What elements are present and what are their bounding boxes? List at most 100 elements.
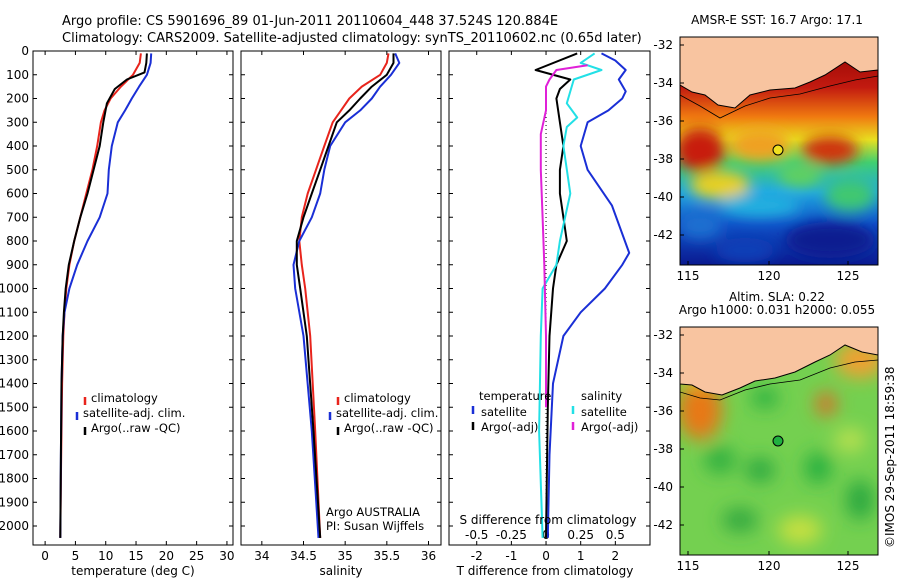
sla-isobath <box>680 359 878 401</box>
difference-xlabel-top: S difference from climatology <box>460 513 637 527</box>
header-line-2: Climatology: CARS2009. Satellite-adjuste… <box>62 31 642 46</box>
lat-tick-label: -38 <box>653 442 673 456</box>
y-tick-label: 1000 <box>0 282 29 296</box>
y-tick-label: 200 <box>6 92 29 106</box>
y-tick-label: 500 <box>6 163 29 177</box>
y-tick-label: 0 <box>21 44 29 58</box>
x-tick-label: 20 <box>159 549 174 563</box>
sla-map-frame <box>679 326 879 556</box>
s-tick-label: 0.5 <box>606 528 625 542</box>
temperature-legend: climatology satellite-adj. clim. Argo(..… <box>75 391 185 435</box>
lat-tick-label: -36 <box>653 404 673 418</box>
legend-argo: Argo(..raw -QC) <box>344 421 434 435</box>
salinity-panel-frame <box>240 50 442 546</box>
difference-panel-frame <box>448 50 651 546</box>
legend-satellite: satellite-adj. clim. <box>83 406 185 420</box>
y-tick-label: 1400 <box>0 377 29 391</box>
difference-plot: -2 -1 0 1 2-0.5 -0.25 0 0.25 0.5 <box>449 50 650 563</box>
sla-argo-position <box>772 435 784 447</box>
series-t-argo <box>534 52 578 538</box>
sla-coastline <box>680 327 878 396</box>
lat-tick-label: -40 <box>653 480 673 494</box>
sst-map-axes: -32 -34 -36 -38 -40 -42 115 120 125 <box>653 38 859 283</box>
legend-satellite: satellite-adj. clim. <box>336 406 438 420</box>
series-climatology <box>298 53 390 538</box>
series-climatology <box>59 53 142 538</box>
y-tick-label: 1700 <box>0 448 29 462</box>
difference-legend: temperature salinity satellite Argo(-adj… <box>471 389 638 434</box>
salinity-xlabel: salinity <box>319 564 362 578</box>
y-tick-label: 400 <box>6 139 29 153</box>
legend-climatology: climatology <box>91 391 158 405</box>
sst-argo-position <box>772 144 784 156</box>
depth-axis-tick-labels: 0 100 200 300 400 500 600 700 800 900 1000 1100 1200… <box>0 44 29 533</box>
s-tick-label: 0.25 <box>567 528 594 542</box>
sst-map-title: AMSR-E SST: 16.7 Argo: 17.1 <box>691 13 863 27</box>
legend-argo: Argo(..raw -QC) <box>91 421 181 435</box>
temperature-plot: 0 5 10 15 20 25 30 <box>33 50 235 563</box>
legend-t-argo: Argo(-adj) <box>481 420 538 434</box>
x-tick-label: 30 <box>219 549 234 563</box>
y-tick-label: 300 <box>6 115 29 129</box>
lon-tick-label: 115 <box>677 269 700 283</box>
annotation-pi: PI: Susan Wijffels <box>326 519 424 533</box>
lat-tick-label: -42 <box>653 518 673 532</box>
y-tick-label: 1500 <box>0 400 29 414</box>
lat-tick-label: -38 <box>653 152 673 166</box>
sla-map-title-2: Argo h1000: 0.031 h2000: 0.055 <box>679 303 875 317</box>
y-tick-label: 1300 <box>0 353 29 367</box>
annotation-argo-australia: Argo AUSTRALIA <box>326 505 420 519</box>
x-tick-label: 5 <box>72 549 80 563</box>
legend-t-satellite: satellite <box>481 405 527 419</box>
temperature-panel-frame <box>32 50 234 546</box>
y-tick-label: 1100 <box>0 305 29 319</box>
lon-tick-label: 115 <box>677 559 700 573</box>
y-tick-label: 1200 <box>0 329 29 343</box>
x-tick-label: -2 <box>471 549 483 563</box>
salinity-legend: climatology satellite-adj. clim. Argo(..… <box>326 391 438 533</box>
x-tick-label: 35.5 <box>373 549 400 563</box>
x-tick-label: 34.5 <box>290 549 317 563</box>
lat-tick-label: -32 <box>653 328 673 342</box>
x-tick-label: 15 <box>128 549 143 563</box>
sst-map <box>680 37 878 265</box>
legend-title-salinity: salinity <box>581 389 622 403</box>
salinity-plot: 34 34.5 35 35.5 36 <box>241 50 441 563</box>
temperature-xlabel: temperature (deg C) <box>71 564 194 578</box>
x-tick-label: 25 <box>189 549 204 563</box>
x-tick-label: 1 <box>577 549 585 563</box>
y-tick-label: 100 <box>6 68 29 82</box>
legend-title-temperature: temperature <box>479 389 551 403</box>
lat-tick-label: -36 <box>653 114 673 128</box>
lon-tick-label: 125 <box>837 559 860 573</box>
s-tick-label: -0.5 <box>465 528 488 542</box>
lat-tick-label: -40 <box>653 190 673 204</box>
y-tick-label: 700 <box>6 210 29 224</box>
lon-tick-label: 120 <box>758 269 781 283</box>
x-tick-label: 0 <box>41 549 49 563</box>
series-s-satellite <box>538 52 603 538</box>
x-tick-label: 10 <box>98 549 113 563</box>
imos-credit: ©IMOS 29-Sep-2011 18:59:38 <box>883 366 897 548</box>
legend-s-satellite: satellite <box>581 405 627 419</box>
sst-map-frame <box>679 36 879 266</box>
difference-xlabel: T difference from climatology <box>456 564 634 578</box>
lon-tick-label: 125 <box>837 269 860 283</box>
series-argo-raw-qc- <box>59 53 148 538</box>
x-tick-label: 0 <box>542 549 550 563</box>
y-tick-label: 2000 <box>0 519 29 533</box>
y-tick-label: 900 <box>6 258 29 272</box>
lat-tick-label: -42 <box>653 228 673 242</box>
sla-map <box>680 327 878 555</box>
lon-tick-label: 120 <box>758 559 781 573</box>
series-t-satellite <box>546 52 631 538</box>
series-satellite-adj-clim- <box>292 53 401 538</box>
y-tick-label: 1900 <box>0 495 29 509</box>
legend-s-argo: Argo(-adj) <box>581 420 638 434</box>
y-tick-label: 600 <box>6 187 29 201</box>
sst-coastline <box>680 37 878 109</box>
series-argo-raw-qc- <box>295 53 395 538</box>
sst-isobath <box>680 75 878 119</box>
